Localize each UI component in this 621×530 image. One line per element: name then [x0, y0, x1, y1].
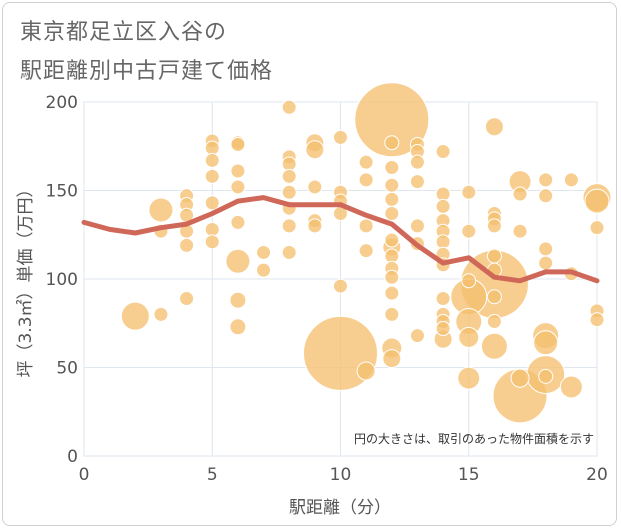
bubble-point — [458, 326, 480, 348]
y-axis-label: 坪（3.3㎡）単価（万円） — [16, 180, 36, 377]
bubble-point — [589, 220, 605, 236]
bubble-point — [533, 330, 559, 356]
bubble-point — [512, 223, 528, 239]
bubble-point — [563, 172, 579, 188]
bubble-point — [204, 168, 220, 184]
bubble-point — [281, 184, 297, 200]
bubble-point — [179, 290, 195, 306]
x-tick-label: 10 — [330, 465, 352, 485]
bubble-point — [148, 197, 174, 223]
bubble-point — [230, 163, 246, 179]
bubble-point — [538, 241, 554, 257]
bubble-point — [358, 243, 374, 259]
y-tick-label: 0 — [67, 447, 78, 467]
bubble-point — [281, 244, 297, 260]
bubble-layer — [120, 82, 612, 424]
bubble-point — [382, 349, 402, 369]
bubble-point — [384, 306, 400, 322]
bubble-point — [204, 152, 220, 168]
bubble-point — [384, 232, 400, 248]
bubble-point — [435, 290, 451, 306]
bubble-point — [358, 154, 374, 170]
bubble-point — [538, 368, 554, 384]
bubble-point — [356, 361, 376, 381]
bubble-point — [559, 375, 583, 399]
bubble-point — [225, 248, 251, 274]
bubble-point — [484, 117, 504, 137]
bubble-point — [333, 129, 348, 145]
bubble-point — [409, 218, 425, 234]
bubble-point — [538, 172, 554, 188]
bubble-point — [486, 218, 502, 234]
bubble-point — [281, 99, 297, 115]
bubble-point — [435, 321, 451, 337]
bubble-point — [229, 291, 247, 309]
bubble-point — [384, 285, 400, 301]
bubble-point — [281, 218, 297, 234]
bubble-point — [589, 312, 605, 328]
bubble-point — [409, 154, 425, 170]
average-trend-line — [81, 195, 600, 284]
bubble-point — [461, 273, 477, 289]
bubble-point — [435, 198, 451, 214]
bubble-point — [305, 140, 325, 160]
bubble-point — [384, 269, 400, 285]
bubble-point — [480, 332, 508, 360]
bubble-point — [354, 82, 430, 158]
bubble-point — [435, 144, 451, 160]
bubble-point — [307, 179, 323, 195]
bubble-point — [204, 195, 220, 211]
bubble-point — [229, 318, 247, 336]
bubble-point — [230, 214, 246, 230]
x-tick-label: 15 — [458, 465, 480, 485]
bubble-point — [204, 234, 220, 250]
bubble-point — [281, 168, 297, 184]
bubble-point — [457, 366, 481, 390]
bubble-point — [538, 188, 554, 204]
x-tick-label: 20 — [586, 465, 608, 485]
bubble-point — [409, 328, 425, 344]
bubble-point — [486, 289, 502, 305]
bubble-point — [461, 184, 477, 200]
bubble-point — [486, 313, 502, 329]
bubble-point — [409, 174, 425, 190]
bubble-size-note: 円の大きさは、取引のあった物件面積を示す — [354, 431, 594, 446]
bubble-point — [230, 136, 246, 152]
bubble-point — [230, 179, 246, 195]
bubble-point — [179, 237, 195, 253]
bubble-point — [384, 135, 400, 151]
y-tick-label: 200 — [46, 93, 78, 113]
bubble-point — [461, 223, 477, 239]
chart-title-line1: 東京都足立区入谷の — [20, 20, 228, 45]
bubble-point — [384, 159, 400, 175]
x-tick-label: 5 — [207, 465, 218, 485]
bubble-point — [307, 218, 323, 234]
chart-title-line2: 駅距離別中古戸建て価格 — [20, 59, 274, 84]
y-tick-label: 100 — [46, 270, 78, 290]
bubble-point — [384, 177, 400, 193]
x-axis-label: 駅距離（分） — [289, 498, 391, 518]
bubble-point — [512, 186, 528, 202]
bubble-point — [358, 218, 374, 234]
bubble-point — [510, 368, 530, 388]
bubble-point — [120, 301, 150, 331]
bubble-point — [538, 255, 554, 271]
bubble-point — [486, 248, 502, 264]
trend-layer — [81, 195, 600, 284]
bubble-point — [333, 278, 348, 294]
x-tick-label: 0 — [79, 465, 90, 485]
bubble-point — [153, 306, 169, 322]
y-tick-label: 150 — [46, 182, 78, 202]
y-tick-label: 50 — [56, 359, 78, 379]
bubble-point — [358, 172, 374, 188]
bubble-point — [256, 244, 272, 260]
bubble-point — [384, 191, 400, 207]
bubble-point — [584, 188, 610, 214]
bubble-point — [256, 262, 272, 278]
bubble-point — [384, 206, 400, 222]
